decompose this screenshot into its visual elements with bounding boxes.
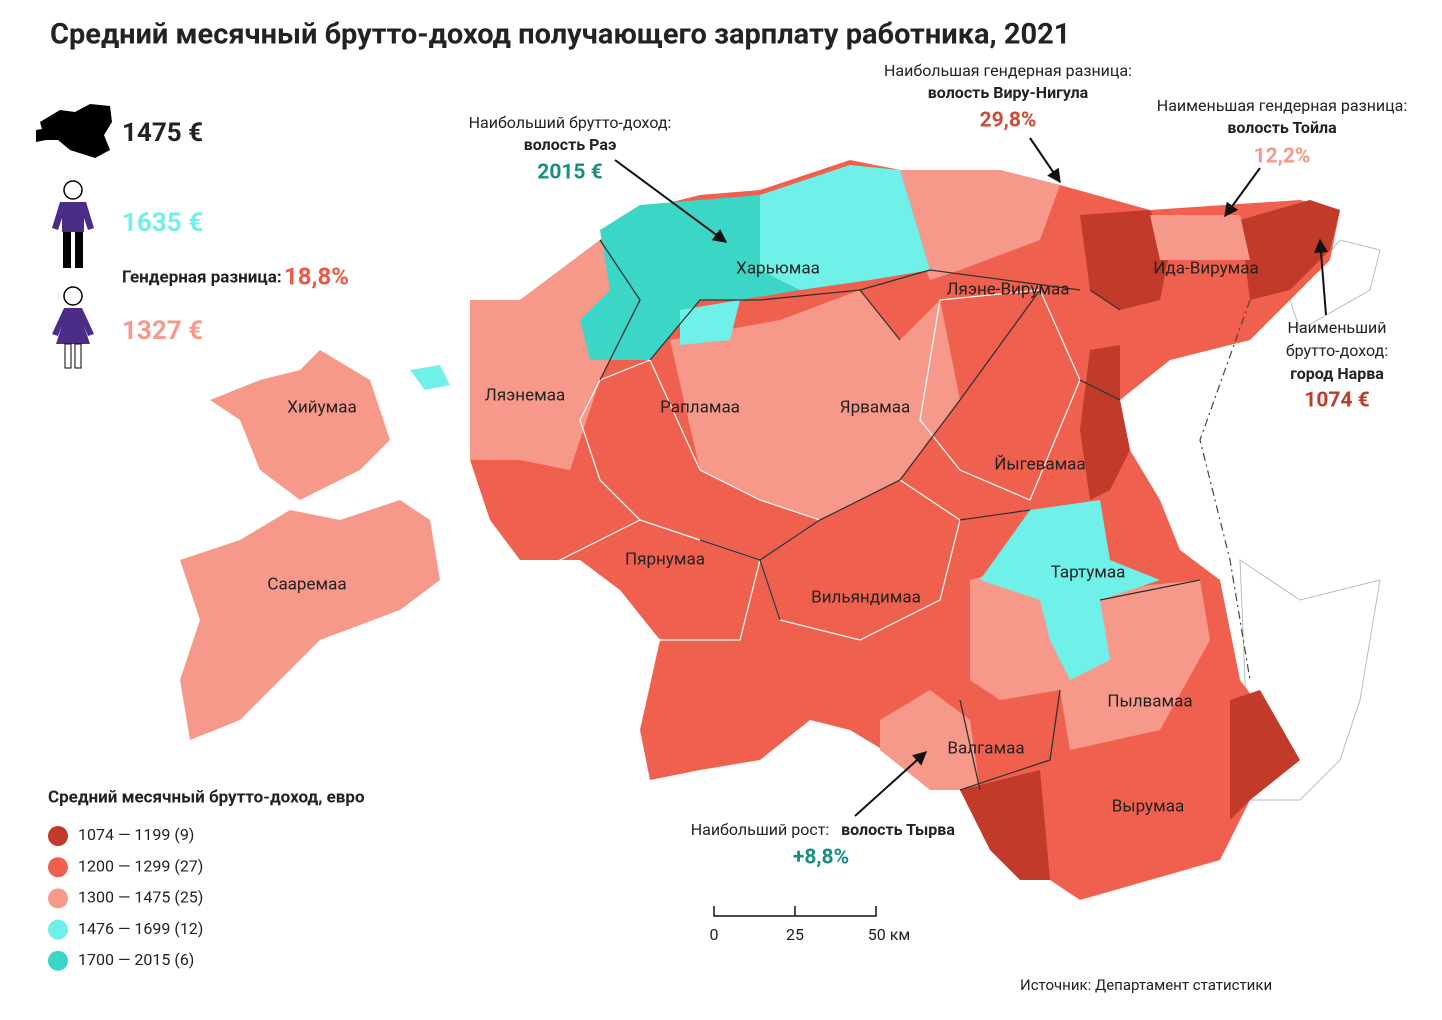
region-label: Пылвамаа [1107,691,1192,711]
man-icon [52,180,94,268]
scale-label: 50 км [868,925,910,944]
region-label: Хийумаа [287,397,356,417]
region-label: Харьюмаа [736,258,820,278]
region-label: Ярвамаа [840,397,910,417]
legend-label: 1700 — 2015 (6) [78,950,194,969]
map [180,160,1381,900]
women-value: 1327 € [122,316,203,346]
annotation-value: +8,8% [793,846,849,870]
region-label: Ида-Вирумаа [1153,258,1259,278]
annotation-place: волость Раэ [524,135,617,154]
annotation-place: волость Тырва [841,820,955,839]
legend-label: 1074 — 1199 (9) [78,825,194,844]
annotation-text: Наибольший брутто-доход: [469,113,672,132]
legend-label: 1300 — 1475 (25) [78,888,203,907]
scale-label: 25 [786,925,804,944]
region-label: Рапламаа [660,397,740,417]
annotation-value: 29,8% [980,109,1037,133]
total-value: 1475 € [122,118,203,148]
legend-swatch [48,888,68,909]
annotation-value: 1074 € [1304,389,1369,413]
arrow [1224,167,1261,218]
source: Источник: Департамент статистики [1020,976,1272,994]
arrow [1029,137,1061,184]
annotation-text: Наибольший рост: [691,820,830,839]
woman-icon [52,286,94,369]
region-label: Вырумаа [1112,796,1184,816]
annotation-text: Наибольшая гендерная разница: [884,61,1132,80]
legend-label: 1476 — 1699 (12) [78,919,203,938]
region-label: Тартумаа [1051,562,1126,582]
region-label: Ляэне-Вирумаа [946,279,1069,299]
men-value: 1635 € [122,208,203,238]
legend-swatch [48,857,68,878]
region-label: Йыгевамаа [994,454,1085,474]
scale-label: 0 [710,925,719,944]
arrow [1314,238,1328,316]
annotation-place: волость Тойла [1227,118,1337,137]
estonia-icon [36,104,112,158]
annotation-value: 2015 € [537,161,602,185]
region-label: Пярнумаа [625,549,705,569]
region-label: Сааремаа [267,574,346,594]
legend-swatch [48,950,68,971]
gap-value: 18,8% [284,262,349,290]
region-label: Вильяндимаа [811,587,921,607]
arrow [614,159,728,243]
annotation-text: Наименьший [1287,318,1386,337]
legend-swatch [48,826,68,846]
arrow [854,751,928,817]
legend-title: Средний месячный брутто-доход, евро [48,787,365,807]
annotation-place: волость Виру-Нигула [928,83,1089,102]
legend: 1074 — 1199 (9) 1200 — 1299 (27) 1300 — 14… [48,825,203,971]
title: Средний месячный брутто-доход получающег… [50,18,1070,52]
region-label: Ляэнемаа [485,385,565,405]
annotation-text: Наименьшая гендерная разница: [1157,96,1407,115]
legend-swatch [48,919,68,940]
region-label: Валгамаа [947,738,1024,758]
scale-bar [713,906,877,917]
annotation-value: 12,2% [1254,145,1311,169]
legend-label: 1200 — 1299 (27) [78,856,203,875]
annotation-place: город Нарва [1290,364,1384,383]
gap-label: Гендерная разница: [122,267,282,287]
annotation-text-2: брутто-доход: [1286,341,1388,360]
